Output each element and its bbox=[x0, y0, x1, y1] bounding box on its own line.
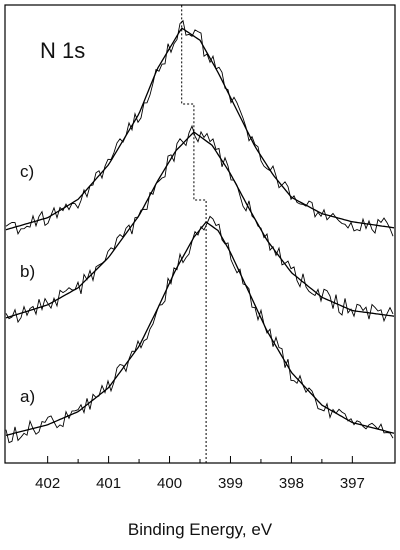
peak-markers-layer bbox=[181, 5, 207, 463]
x-tick-label: 399 bbox=[218, 475, 243, 492]
raw-spectrum-c bbox=[5, 19, 394, 237]
x-axis-title: Binding Energy, eV bbox=[128, 520, 273, 539]
chart-title: N 1s bbox=[40, 38, 85, 63]
series-label-a: a) bbox=[20, 387, 35, 406]
x-tick-label: 402 bbox=[35, 475, 60, 492]
fit-line-b bbox=[5, 131, 395, 319]
traces-layer bbox=[5, 19, 395, 444]
series-label-c: c) bbox=[20, 162, 34, 181]
raw-spectrum-b bbox=[5, 124, 394, 324]
x-tick-label: 397 bbox=[340, 475, 365, 492]
raw-spectrum-a bbox=[5, 215, 394, 444]
x-tick-label: 401 bbox=[96, 475, 121, 492]
fit-line-c bbox=[5, 27, 395, 231]
x-tick-label: 398 bbox=[279, 475, 304, 492]
fit-line-a bbox=[5, 221, 395, 437]
series-label-b: b) bbox=[20, 262, 35, 281]
x-tick-label: 400 bbox=[157, 475, 182, 492]
x-ticks-layer: 402 401 400 399 398 397 bbox=[35, 456, 365, 492]
peak-shift-marker bbox=[181, 5, 207, 463]
plot-frame bbox=[4, 4, 396, 464]
